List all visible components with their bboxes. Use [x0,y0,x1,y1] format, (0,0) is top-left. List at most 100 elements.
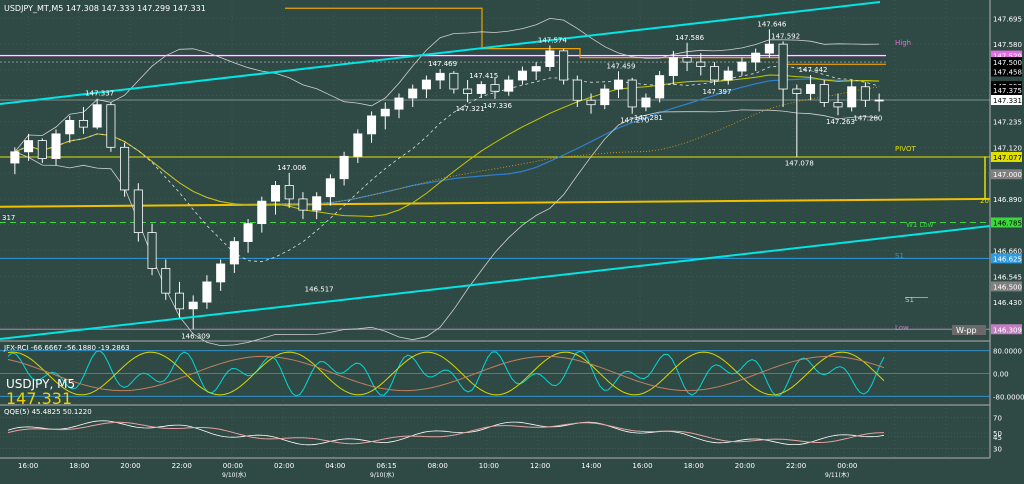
candle-down [792,88,802,94]
candle-down [298,198,308,211]
date-label: 9/10(水) [222,471,246,479]
rci-fast-line [7,350,885,397]
candle-down [559,50,569,81]
candle-up [421,79,431,90]
candle-down [860,86,870,101]
qqe-tick-label: 50 [993,430,1002,438]
time-label: 18:00 [684,462,704,470]
price-label: 147.280 [853,114,882,122]
price-label: 147.321 [456,105,485,113]
price-labels: 147.337 147.006 146.517 146.309 147.469 147.4… [85,20,882,340]
time-axis: 16:00 18:00 20:00 22:00 00:00 02:00 04:00 06:15… [18,462,857,479]
level-label-pivot: PIVOT [895,145,916,153]
price-axis-highlight [991,151,1022,162]
price-label: 147.270 [620,117,649,125]
candle-up [394,97,404,110]
time-label: 18:00 [69,462,89,470]
price-label: 147.586 [675,34,704,42]
candle-down [133,189,143,233]
trend-line-upper [0,1,881,105]
trend-line-lower [0,225,991,340]
time-label: 10:00 [479,462,499,470]
rci-tick-label: 0.00 [993,371,1009,379]
candle-down [572,79,582,101]
price-axis: 147.695147.580147.465147.350147.235147.1… [991,15,1022,335]
rci-pane: 80.0000 0.00 -80.0000 [0,348,1024,401]
qqe-tick-label: 30 [993,445,1002,453]
price-axis-highlight-label: 146.785 [993,219,1022,227]
candle-up [229,241,239,265]
trend-lines [0,1,991,340]
price-label: 147.646 [757,20,786,28]
time-label: 02:00 [274,462,294,470]
candle-up [188,301,198,310]
candle-down [819,84,829,103]
candle-down [174,292,184,310]
price-label: 147.459 [606,62,635,70]
price-label: 147.415 [469,72,498,80]
price-axis-highlight [991,94,1022,105]
price-axis-highlight [991,324,1022,335]
price-axis-highlight-label: 147.375 [993,87,1022,95]
price-axis-highlight [991,66,1022,77]
price-axis-highlight [991,169,1022,180]
candle-up [243,223,253,242]
price-label: 147.006 [277,164,306,172]
candle-down [696,61,706,67]
candle-up [476,84,486,94]
candle-up [737,61,747,72]
candle-up [257,200,267,224]
candle-up [270,185,281,202]
candle-up [504,79,514,92]
price-tick-label: 147.235 [993,119,1022,127]
price-label: 147.592 [771,32,800,40]
price-axis-highlight [991,281,1022,292]
price-axis-highlight [991,50,1022,61]
date-label: 9/11(木) [825,471,849,479]
candle-up [367,115,377,135]
qqe-tick-label: 70 [993,415,1002,423]
date-label: 9/10(水) [370,471,394,479]
candle-up [408,88,418,99]
level-label-s1-a: S1 [895,252,904,260]
candle-up [545,50,555,67]
time-label: 16:00 [18,462,38,470]
price-axis-highlight-label: 146.625 [993,255,1022,263]
price-label: 147.574 [538,36,567,44]
rci-slow-line [7,355,885,392]
bollinger-lower [14,109,880,347]
price-tick-label: 146.430 [993,299,1022,307]
price-label: 147.337 [85,90,114,98]
level-weekly-yellow [0,197,991,208]
candle-up [92,104,102,128]
price-axis-highlight [991,217,1022,228]
time-label: 20:00 [120,462,140,470]
candle-up [202,281,212,303]
candle-down [710,66,720,81]
candle-up [531,66,541,72]
candle-up [312,196,322,211]
price-label: 146.517 [305,286,334,294]
candle-up [641,97,651,108]
qqe-main-line [7,421,885,445]
candle-up [764,43,774,54]
price-tick-label: 147.120 [993,144,1022,152]
time-label: 22:00 [172,462,192,470]
chart-title: USDJPY_MT,M5 147.308 147.333 147.299 147… [4,4,206,13]
symbol-name: USDJPY, M5 [6,377,75,391]
candle-down [78,120,88,128]
price-label: 147.469 [428,60,457,68]
rci-tick-label: 80.0000 [993,348,1022,356]
time-label: 00:00 [223,462,243,470]
candle-down [106,104,116,148]
qqe-pane-title: QQE(5) 45.4825 50.1220 [4,408,92,416]
ma-orange-dotted [14,86,880,206]
candle-down [37,140,47,159]
price-label: 147.442 [799,66,828,74]
price-tick-label: 146.890 [993,196,1022,204]
candle-up [435,72,445,81]
candle-up [874,99,884,102]
candle-down [147,232,157,269]
price-tick-label: 146.660 [993,248,1022,256]
